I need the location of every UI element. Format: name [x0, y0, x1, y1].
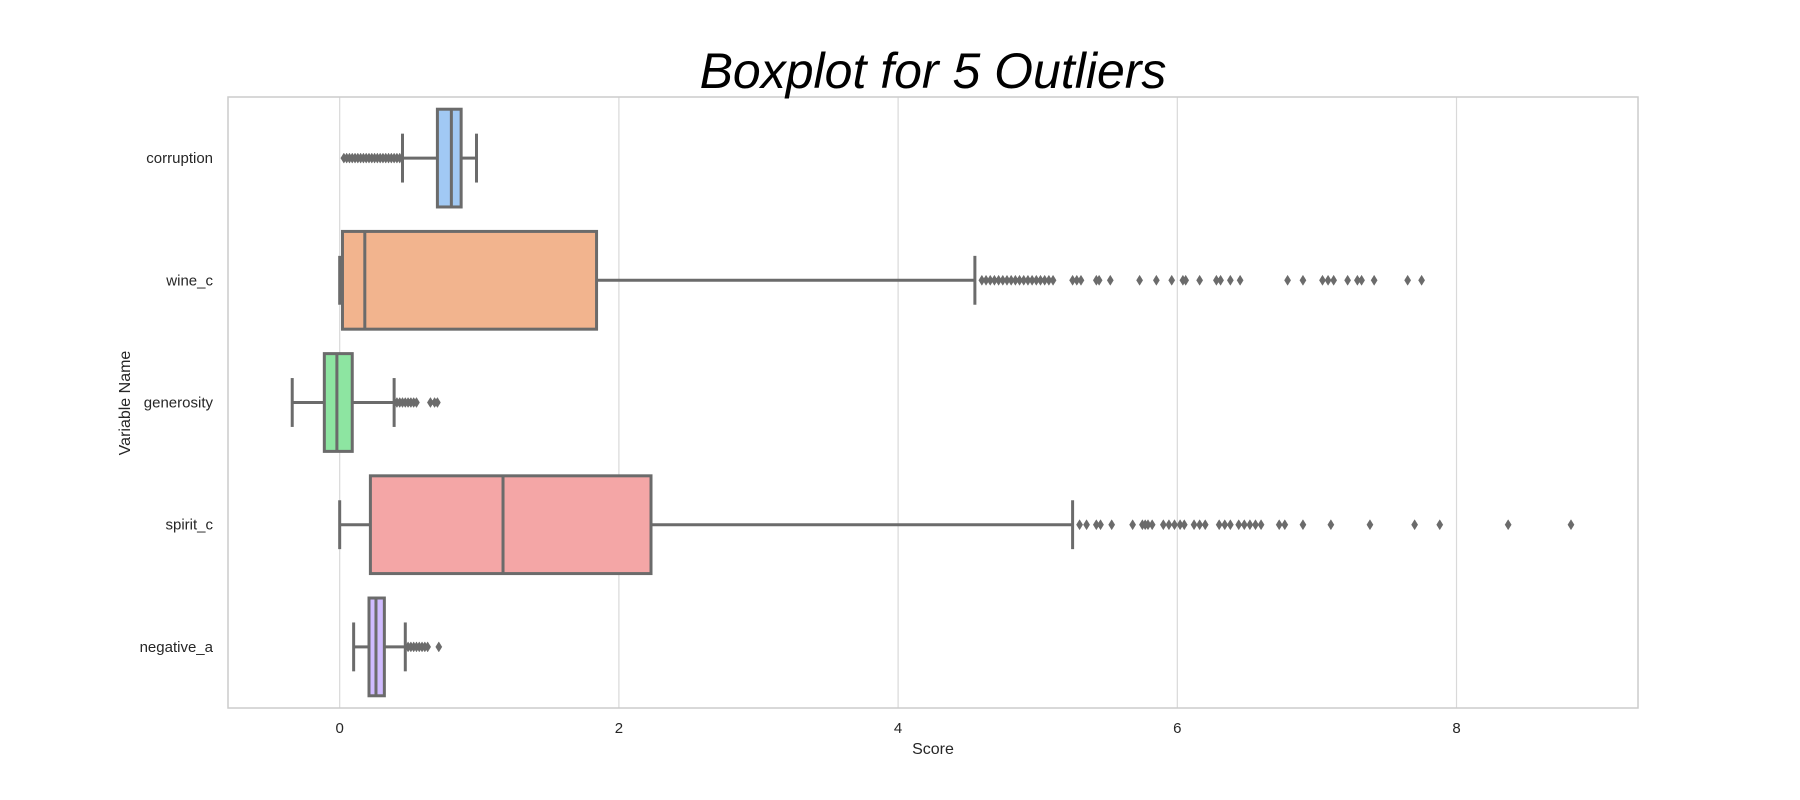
- x-tick-labels: 0 2 4 6 8: [336, 720, 1461, 737]
- x-tick-label: 6: [1173, 720, 1181, 737]
- outlier-point: [1201, 519, 1209, 531]
- outlier-point: [1344, 274, 1352, 286]
- x-axis-label: Score: [912, 741, 954, 758]
- y-tick-labels: corruption wine_c generosity spirit_cnegati…: [140, 150, 214, 656]
- x-tick-label: 4: [894, 720, 902, 737]
- x-tick-label: 2: [615, 720, 623, 737]
- y-tick-label: negative_a: [140, 639, 214, 656]
- outlier-point: [434, 397, 441, 408]
- outlier-point: [1299, 274, 1307, 286]
- y-tick-label: spirit_c: [165, 517, 213, 534]
- outlier-point: [1358, 274, 1365, 286]
- box-group-corruption: [340, 107, 478, 209]
- box-group-negative_a: [352, 596, 443, 698]
- box-group-generosity: [290, 352, 441, 453]
- outlier-point: [1411, 519, 1419, 531]
- outlier-point: [1152, 274, 1160, 286]
- outlier-point: [1097, 519, 1104, 531]
- outlier-point: [1217, 274, 1224, 286]
- outlier-point: [1180, 519, 1188, 531]
- outlier-point: [1095, 274, 1103, 286]
- box: [435, 107, 463, 209]
- outlier-point: [1108, 519, 1116, 531]
- outlier-point: [1226, 519, 1234, 531]
- y-tick-label: generosity: [144, 395, 214, 412]
- box-group-spirit_c: [338, 474, 1575, 576]
- y-axis-label: Variable Name: [117, 351, 134, 456]
- gridlines: [339, 97, 1458, 708]
- outlier-point: [1049, 274, 1057, 286]
- outlier-point: [396, 152, 404, 164]
- x-tick-label: 8: [1452, 720, 1460, 737]
- outlier-point: [435, 641, 443, 653]
- outlier-point: [1246, 519, 1254, 531]
- outlier-point: [1168, 274, 1176, 286]
- box-group-wine_c: [338, 229, 1426, 331]
- outlier-point: [1215, 519, 1223, 531]
- outlier-point: [1257, 519, 1265, 531]
- outlier-point: [1076, 519, 1083, 531]
- outlier-point: [1190, 519, 1198, 531]
- outlier-point: [1148, 519, 1156, 531]
- outlier-point: [1504, 519, 1512, 531]
- outlier-point: [1240, 519, 1248, 531]
- chart-title: Boxplot for 5 Outliers: [700, 43, 1167, 99]
- outlier-point: [1404, 274, 1412, 286]
- outlier-point: [1299, 519, 1307, 531]
- outlier-point: [1324, 274, 1332, 286]
- outlier-point: [1171, 519, 1178, 531]
- outlier-point: [1327, 519, 1335, 531]
- y-tick-label: corruption: [146, 150, 213, 167]
- outlier-point: [424, 641, 432, 653]
- outlier-point: [1196, 519, 1204, 531]
- outlier-point: [1567, 519, 1575, 531]
- outlier-point: [1436, 519, 1444, 531]
- outlier-point: [1165, 519, 1173, 531]
- outlier-point: [1370, 274, 1378, 286]
- outlier-point: [1275, 519, 1283, 531]
- outlier-point: [1418, 274, 1426, 286]
- outlier-point: [1077, 274, 1085, 286]
- outlier-point: [1236, 274, 1244, 286]
- outlier-point: [1129, 519, 1137, 531]
- outlier-point: [1319, 274, 1326, 286]
- outlier-point: [1182, 274, 1190, 286]
- outlier-point: [1366, 519, 1374, 531]
- outlier-point: [1330, 274, 1338, 286]
- boxes: [290, 107, 1575, 698]
- box: [368, 474, 653, 576]
- outlier-point: [413, 397, 420, 408]
- box: [340, 229, 599, 331]
- outlier-point: [1106, 274, 1114, 286]
- outlier-point: [1221, 519, 1229, 531]
- outlier-point: [1226, 274, 1234, 286]
- outlier-point: [1196, 274, 1204, 286]
- y-tick-label: wine_c: [165, 272, 213, 289]
- outlier-point: [1083, 519, 1090, 531]
- outlier-point: [1235, 519, 1243, 531]
- outlier-point: [1284, 274, 1291, 286]
- outlier-point: [1252, 519, 1259, 531]
- plot-frame: [227, 96, 1639, 709]
- outlier-point: [1159, 519, 1167, 531]
- outlier-point: [1136, 274, 1144, 286]
- outlier-point: [1281, 519, 1289, 531]
- x-tick-label: 0: [336, 720, 344, 737]
